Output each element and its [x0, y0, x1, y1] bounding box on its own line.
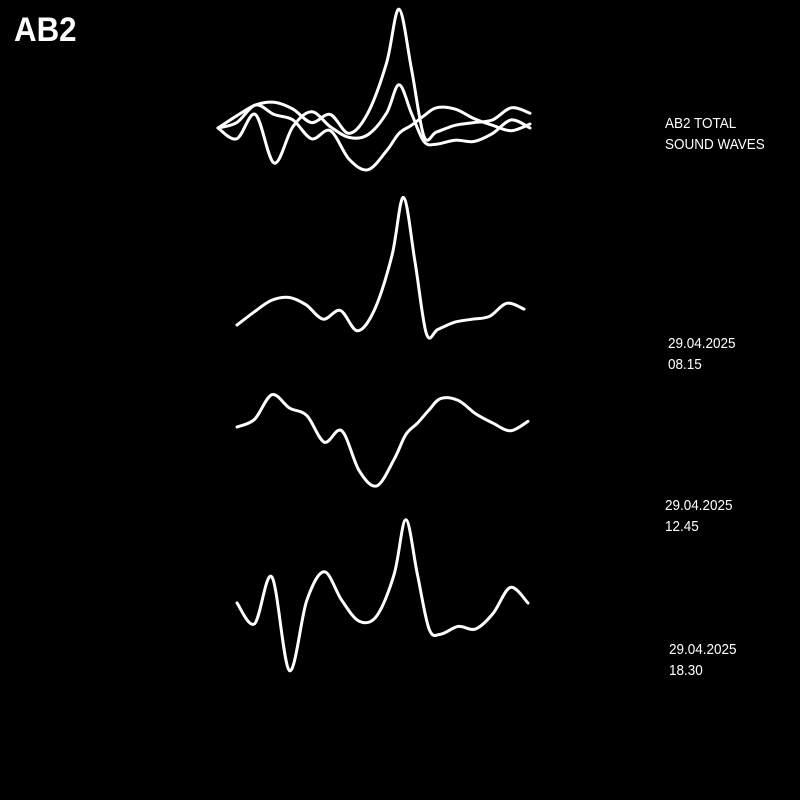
wave-3-time: 18.30: [669, 662, 703, 679]
total-wave-overlay-line-1: [216, 7, 532, 142]
wave-3-label: 29.04.2025 18.30: [669, 639, 737, 681]
total-waves-label-line2: SOUND WAVES: [665, 136, 765, 153]
wave-1-date: 29.04.2025: [668, 335, 736, 352]
total-wave-overlay-line-2: [216, 103, 532, 172]
wave-2-label: 29.04.2025 12.45: [665, 495, 733, 537]
total-waves-label: AB2 TOTAL SOUND WAVES: [665, 113, 765, 155]
brand-logo: AB2: [14, 11, 77, 49]
total-wave-overlay-line-3: [216, 83, 532, 165]
wave-2-time: 12.45: [665, 518, 699, 535]
wave-1-label: 29.04.2025 08.15: [668, 333, 736, 375]
wave-1-line: [235, 195, 526, 340]
wave-2-date: 29.04.2025: [665, 497, 733, 514]
total-waves-label-line1: AB2 TOTAL: [665, 115, 737, 132]
wave-3-date: 29.04.2025: [669, 641, 737, 658]
wave-2-line: [235, 393, 530, 488]
wave-3-line: [235, 518, 530, 673]
wave-1-time: 08.15: [668, 356, 702, 373]
